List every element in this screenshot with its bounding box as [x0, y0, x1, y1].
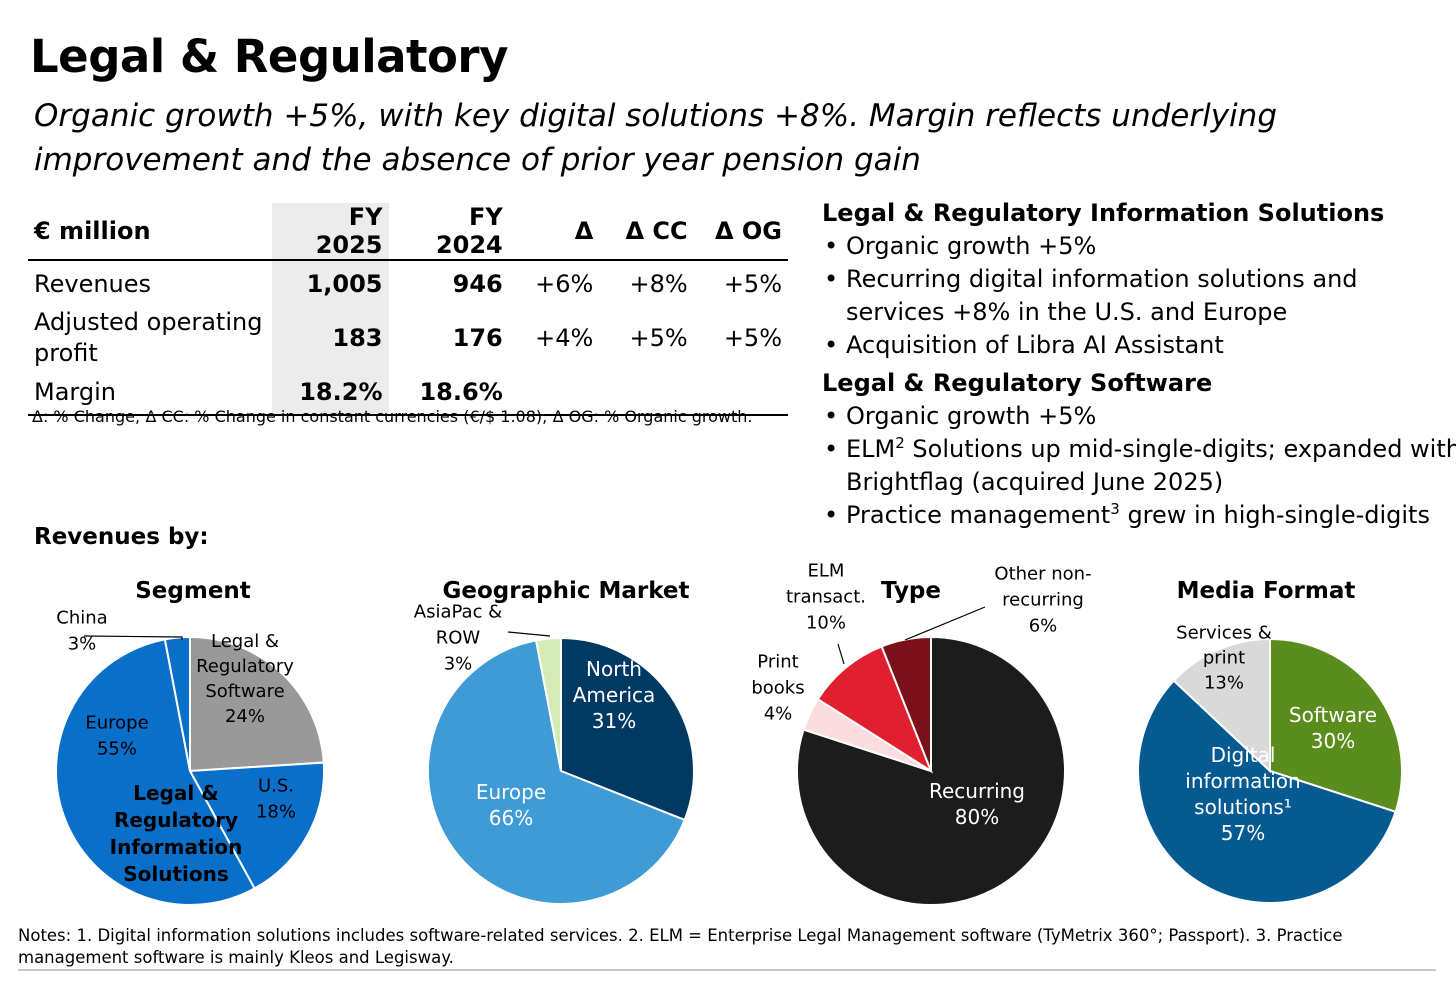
pie-slice-label: Recurring 80%: [929, 779, 1025, 829]
pie-slice-label: Print books 4%: [751, 651, 804, 724]
pie-slice-label: Services & print 13%: [1176, 622, 1272, 693]
row-label: Margin: [34, 378, 116, 406]
financials-table: € million FY 2025 FY 2024 Δ Δ CC Δ OG Re…: [28, 203, 788, 416]
list-item: Organic growth +5%: [822, 400, 1456, 433]
revenue-pie-charts: Segment Legal & Regulatory Software 24% U.S. 1…: [55, 560, 1403, 906]
lrs-heading: Legal & Regulatory Software: [822, 369, 1213, 397]
footnotes: Notes: 1. Digital information solutions …: [18, 926, 1343, 967]
pie-slice-label: North America 31%: [573, 657, 656, 733]
pie-slice-label: AsiaPac & ROW 3%: [414, 601, 502, 674]
page-subtitle: Organic growth +5%, with key digital sol…: [34, 98, 1277, 178]
cell-change-og: +5%: [723, 323, 782, 352]
pie-slice: [1172, 637, 1271, 774]
pie-title: Segment: [135, 578, 251, 604]
pie-slice: [189, 635, 325, 773]
table-footnote: Δ: % Change; Δ CC: % Change in constant …: [32, 407, 753, 426]
pie-slice-label: Software 30%: [1289, 703, 1377, 753]
list-item: Acquisition of Libra AI Assistant: [822, 329, 1456, 362]
highlights-panel: Legal & Regulatory Information Solutions…: [822, 196, 1456, 536]
pie-slice-label: Legal & Regulatory Software 24%: [196, 631, 294, 727]
cell-change: +4%: [535, 323, 594, 352]
pie-group-label: Legal & Regulatory Information Solutions: [110, 781, 243, 886]
table-header-row: € million FY 2025 FY 2024 Δ Δ CC Δ OG: [28, 203, 788, 260]
pie-slice: [560, 636, 695, 822]
lrs-bullets: Organic growth +5% ELM2 Solutions up mid…: [822, 400, 1456, 532]
pie-slice: [534, 636, 562, 772]
list-item-text: Solutions up mid-single-digits; expanded…: [846, 435, 1456, 496]
footnote-ref: 3: [1110, 500, 1120, 518]
cell-fy2025: 1,005: [271, 260, 389, 306]
col-header-unit: € million: [34, 217, 151, 245]
cell-change-og: +5%: [723, 269, 782, 298]
pie-slice-label: Europe 55%: [85, 712, 148, 759]
col-header-change: Δ: [574, 217, 594, 245]
pie-slice: [163, 635, 191, 772]
pie-slice-label: Europe 66%: [476, 780, 546, 830]
table-row: Revenues 1,005 946 +6% +8% +5%: [28, 260, 788, 306]
list-item-text: ELM: [846, 435, 896, 463]
row-label: Adjusted operating profit: [34, 308, 263, 367]
lris-heading: Legal & Regulatory Information Solutions: [822, 199, 1385, 227]
cell-fy2024: 18.6%: [419, 378, 503, 406]
cell-change-cc: +8%: [629, 269, 688, 298]
pie-title: Media Format: [1177, 578, 1356, 604]
list-item-text: grew in high-single-digits: [1119, 501, 1430, 529]
col-header-fy2025: FY 2025: [271, 203, 389, 260]
pie-slice: [55, 638, 256, 906]
leader-line: [837, 643, 845, 665]
leader-line: [507, 631, 551, 637]
cell-change-cc: +5%: [629, 323, 688, 352]
cell-fy2025: 18.2%: [271, 370, 389, 415]
pie-chart-2: Geographic Market North America 31% Europe 66…: [414, 578, 695, 905]
col-header-change-og: Δ OG: [714, 217, 782, 245]
list-item: Practice management3 grew in high-single…: [822, 499, 1456, 532]
pie-slice-label: U.S. 18%: [256, 775, 296, 822]
pie-title: Geographic Market: [443, 578, 690, 604]
cell-fy2025: 183: [271, 306, 389, 370]
leader-line: [904, 606, 986, 641]
pie-slice: [816, 645, 934, 774]
row-label: Revenues: [34, 269, 152, 298]
revenues-by-heading: Revenues by:: [34, 524, 209, 550]
list-item: ELM2 Solutions up mid-single-digits; exp…: [822, 433, 1456, 499]
list-item-text: Practice management: [846, 501, 1111, 529]
pie-slice-label: China 3%: [56, 607, 107, 654]
pie-chart-1: Segment Legal & Regulatory Software 24% U.S. 1…: [55, 578, 325, 906]
page-title: Legal & Regulatory: [30, 30, 508, 83]
cell-change: +6%: [535, 269, 594, 298]
col-header-fy2024: FY 2024: [435, 203, 503, 259]
pie-slice: [188, 761, 325, 890]
pie-chart-4: Media Format Software 30%Digital informatio…: [1137, 578, 1403, 904]
cell-fy2024: 946: [452, 269, 503, 298]
pie-slice: [1269, 637, 1403, 814]
list-item: Organic growth +5%: [822, 230, 1456, 263]
pie-slice: [1137, 679, 1397, 904]
pie-slice-label: Other non-recurring 6%: [994, 563, 1091, 636]
pie-slice-label: ELM transact. 10%: [786, 560, 866, 633]
col-header-change-cc: Δ CC: [625, 217, 688, 245]
cell-fy2024: 176: [452, 323, 503, 352]
table-row: Margin 18.2% 18.6%: [28, 370, 788, 415]
pie-title: Type: [881, 578, 941, 604]
pie-slice: [427, 639, 686, 905]
lris-bullets: Organic growth +5% Recurring digital inf…: [822, 230, 1456, 362]
leader-line: [83, 635, 183, 640]
footnote-ref: 2: [895, 434, 905, 452]
table-row: Adjusted operating profit 183 176 +4% +5…: [28, 306, 788, 370]
bottom-divider: [18, 969, 1436, 971]
pie-chart-3: Type Recurring 80% Print books 4% ELM transact.…: [751, 560, 1092, 906]
pie-slice-label: Digital information solutions¹ 57%: [1185, 743, 1300, 845]
list-item: Recurring digital information solutions …: [822, 263, 1456, 329]
